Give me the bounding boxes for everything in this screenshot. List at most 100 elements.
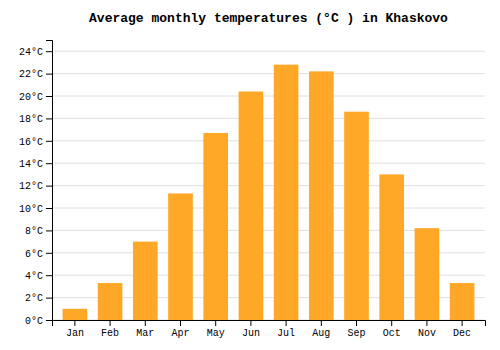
y-tick-mark [46, 51, 52, 52]
y-tick: 2°C [25, 293, 52, 304]
bar [203, 133, 228, 320]
x-tick-mark [74, 320, 75, 326]
x-tick-mark [426, 320, 427, 326]
bar [379, 174, 404, 320]
grid-line [52, 140, 485, 141]
y-tick: 20°C [19, 92, 52, 103]
y-tick-label: 14°C [19, 159, 43, 170]
grid-line [52, 51, 485, 52]
x-tick-mark [391, 320, 392, 326]
y-tick-mark [46, 320, 52, 321]
y-tick: 8°C [25, 226, 52, 237]
x-tick: Feb [101, 320, 119, 339]
bar [63, 309, 88, 320]
y-tick: 14°C [19, 159, 52, 170]
grid-line [52, 96, 485, 97]
y-tick-label: 16°C [19, 137, 43, 148]
bar [168, 193, 193, 320]
bar [415, 228, 440, 320]
x-tick-mark [215, 320, 216, 326]
y-tick-mark [46, 230, 52, 231]
x-tick-mark [110, 320, 111, 326]
y-tick-label: 8°C [25, 226, 43, 237]
grid [52, 51, 485, 320]
y-tick: 10°C [19, 204, 52, 215]
y-tick-label: 22°C [19, 69, 43, 80]
y-tick: 12°C [19, 181, 52, 192]
x-tick-mark [145, 320, 146, 326]
y-tick: 24°C [19, 47, 52, 58]
y-tick-label: 24°C [19, 47, 43, 58]
bar [450, 283, 475, 320]
y-tick: 22°C [19, 69, 52, 80]
x-tick: Sep [348, 320, 366, 339]
y-tick-label: 12°C [19, 181, 43, 192]
y-tick: 16°C [19, 137, 52, 148]
x-tick-mark [180, 320, 181, 326]
chart: 0°C 2°C 4°C 6°C 8°C 10°C 12°C 14°C 16°C 18°C 20°C 2… [0, 0, 500, 350]
y-tick-mark [46, 96, 52, 97]
bar [309, 71, 334, 320]
x-tick: May [207, 320, 225, 339]
title: Average monthly temperatures (°C ) in Kh… [89, 11, 448, 26]
x-tick-label: Aug [312, 328, 330, 339]
x-tick: Jul [277, 320, 295, 339]
y-tick-label: 4°C [25, 271, 43, 282]
y-tick-label: 2°C [25, 293, 43, 304]
grid-line [52, 163, 485, 164]
y-tick-label: 0°C [25, 316, 43, 327]
x-tick: Jun [242, 320, 260, 339]
x-tick-mark [286, 320, 287, 326]
y-tick-mark [46, 118, 52, 119]
grid-line [52, 185, 485, 186]
x-tick: Aug [312, 320, 330, 339]
bar [98, 283, 123, 320]
y-tick-mark [46, 298, 52, 299]
y-tick: 4°C [25, 271, 52, 282]
x-axis: Jan Feb Mar Apr May Jun Jul Aug Sep Oct Nov Dec [53, 320, 486, 339]
grid-line [52, 208, 485, 209]
x-tick-label: Sep [348, 328, 366, 339]
y-tick-label: 6°C [25, 249, 43, 260]
y-tick-mark [46, 163, 52, 164]
x-tick-label: Oct [383, 328, 401, 339]
x-tick-mark [321, 320, 322, 326]
x-tick-label: Jun [242, 328, 260, 339]
x-tick-label: May [207, 328, 225, 339]
x-tick: Mar [136, 320, 154, 339]
x-tick-label: Feb [101, 328, 119, 339]
y-tick-mark [46, 74, 52, 75]
x-tick: Nov [418, 320, 436, 339]
x-tick: Apr [171, 320, 189, 339]
x-tick: Oct [383, 320, 401, 339]
y-axis: 0°C 2°C 4°C 6°C 8°C 10°C 12°C 14°C 16°C 18°C 20°C 2… [19, 41, 53, 327]
y-tick: 18°C [19, 114, 52, 125]
bar [239, 92, 264, 320]
x-tick-label: Apr [171, 328, 189, 339]
y-tick-mark [46, 208, 52, 209]
y-tick-label: 10°C [19, 204, 43, 215]
x-tick-label: Dec [453, 328, 471, 339]
x-tick-label: Jul [277, 328, 295, 339]
x-tick: Jan [66, 320, 84, 339]
y-tick-mark [46, 275, 52, 276]
grid-line [52, 73, 485, 74]
grid-line [52, 118, 485, 119]
y-axis-line [46, 41, 53, 321]
bars [63, 65, 475, 320]
bar [344, 112, 369, 320]
y-tick-label: 20°C [19, 92, 43, 103]
plot-area: 0°C 2°C 4°C 6°C 8°C 10°C 12°C 14°C 16°C 18°C 20°C 2… [19, 41, 486, 340]
y-tick-mark [46, 186, 52, 187]
y-tick: 0°C [25, 316, 52, 327]
y-tick-label: 18°C [19, 114, 43, 125]
x-tick-label: Mar [136, 328, 154, 339]
bar [133, 242, 158, 320]
x-tick-mark [250, 320, 251, 326]
y-tick: 6°C [25, 249, 52, 260]
bar [274, 65, 299, 320]
x-tick-mark [462, 320, 463, 326]
x-tick-label: Jan [66, 328, 84, 339]
y-tick-mark [46, 253, 52, 254]
y-tick-mark [46, 141, 52, 142]
